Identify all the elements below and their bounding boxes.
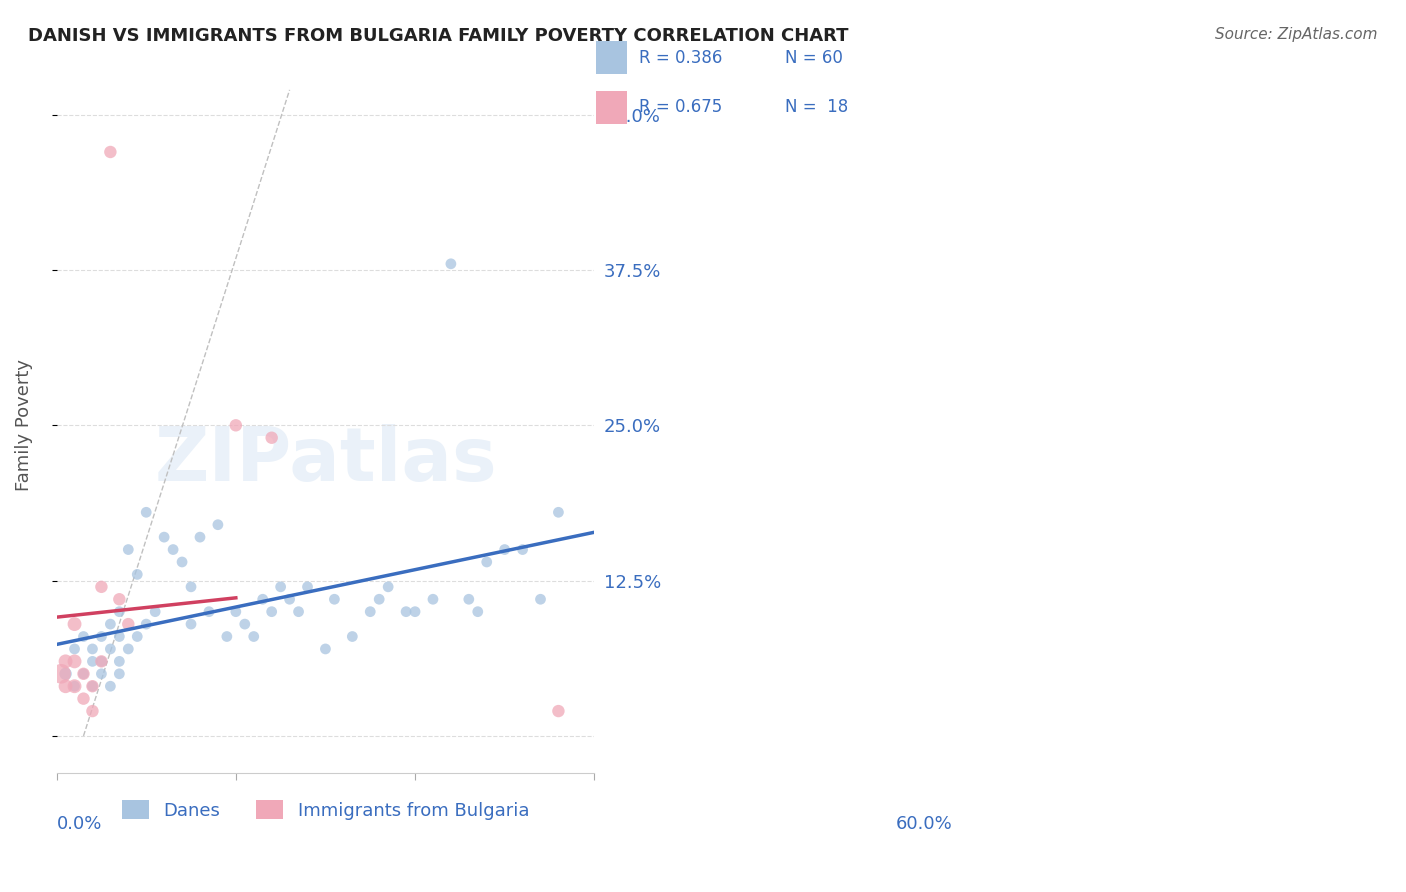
Point	[457, 592, 479, 607]
Point	[108, 630, 131, 644]
Point	[467, 605, 489, 619]
Point	[377, 580, 399, 594]
Y-axis label: Family Poverty: Family Poverty	[15, 359, 32, 491]
Point	[180, 617, 202, 632]
Point	[63, 679, 86, 693]
Text: N =  18: N = 18	[785, 98, 848, 116]
Point	[100, 145, 122, 159]
Point	[100, 617, 122, 632]
Point	[55, 679, 77, 693]
Point	[63, 617, 86, 632]
Point	[90, 654, 112, 668]
Point	[90, 630, 112, 644]
Point	[108, 605, 131, 619]
Point	[529, 592, 551, 607]
Point	[100, 679, 122, 693]
Point	[170, 555, 193, 569]
Point	[494, 542, 516, 557]
Point	[547, 704, 569, 718]
Point	[180, 580, 202, 594]
Point	[108, 666, 131, 681]
Point	[82, 704, 104, 718]
Text: DANISH VS IMMIGRANTS FROM BULGARIA FAMILY POVERTY CORRELATION CHART: DANISH VS IMMIGRANTS FROM BULGARIA FAMIL…	[28, 27, 849, 45]
Point	[342, 630, 364, 644]
Point	[270, 580, 292, 594]
Point	[188, 530, 211, 544]
Bar	[596, 91, 627, 124]
Point	[215, 630, 238, 644]
Text: R = 0.386: R = 0.386	[640, 49, 723, 67]
Point	[225, 605, 247, 619]
Point	[72, 630, 94, 644]
Point	[314, 642, 336, 657]
Point	[153, 530, 176, 544]
Point	[297, 580, 319, 594]
Point	[108, 592, 131, 607]
Point	[359, 605, 381, 619]
Point	[63, 654, 86, 668]
Point	[90, 666, 112, 681]
Point	[82, 679, 104, 693]
Bar	[596, 42, 627, 74]
Text: R = 0.675: R = 0.675	[640, 98, 723, 116]
Text: ZIPatlas: ZIPatlas	[155, 424, 496, 497]
Point	[233, 617, 256, 632]
Text: 0.0%: 0.0%	[56, 815, 103, 833]
Point	[260, 605, 283, 619]
Point	[207, 517, 229, 532]
Point	[82, 654, 104, 668]
Point	[143, 605, 166, 619]
Point	[162, 542, 184, 557]
Point	[82, 679, 104, 693]
Point	[63, 679, 86, 693]
Point	[72, 691, 94, 706]
Point	[135, 617, 157, 632]
Point	[225, 418, 247, 433]
Point	[72, 666, 94, 681]
Point	[55, 666, 77, 681]
Point	[117, 542, 139, 557]
Point	[323, 592, 346, 607]
Legend: Danes, Immigrants from Bulgaria: Danes, Immigrants from Bulgaria	[114, 793, 537, 827]
Point	[127, 630, 149, 644]
Text: N = 60: N = 60	[785, 49, 842, 67]
Point	[395, 605, 418, 619]
Point	[100, 642, 122, 657]
Point	[72, 666, 94, 681]
Point	[252, 592, 274, 607]
Text: Source: ZipAtlas.com: Source: ZipAtlas.com	[1215, 27, 1378, 42]
Point	[49, 666, 72, 681]
Point	[117, 617, 139, 632]
Point	[198, 605, 221, 619]
Point	[127, 567, 149, 582]
Point	[404, 605, 426, 619]
Point	[135, 505, 157, 519]
Point	[475, 555, 498, 569]
Point	[278, 592, 301, 607]
Text: 60.0%: 60.0%	[896, 815, 953, 833]
Point	[117, 642, 139, 657]
Point	[82, 642, 104, 657]
Point	[422, 592, 444, 607]
Point	[512, 542, 534, 557]
Point	[90, 654, 112, 668]
Point	[242, 630, 264, 644]
Point	[440, 257, 463, 271]
Point	[287, 605, 309, 619]
Point	[90, 580, 112, 594]
Point	[368, 592, 391, 607]
Point	[260, 431, 283, 445]
Point	[108, 654, 131, 668]
Point	[547, 505, 569, 519]
Point	[55, 654, 77, 668]
Point	[63, 642, 86, 657]
